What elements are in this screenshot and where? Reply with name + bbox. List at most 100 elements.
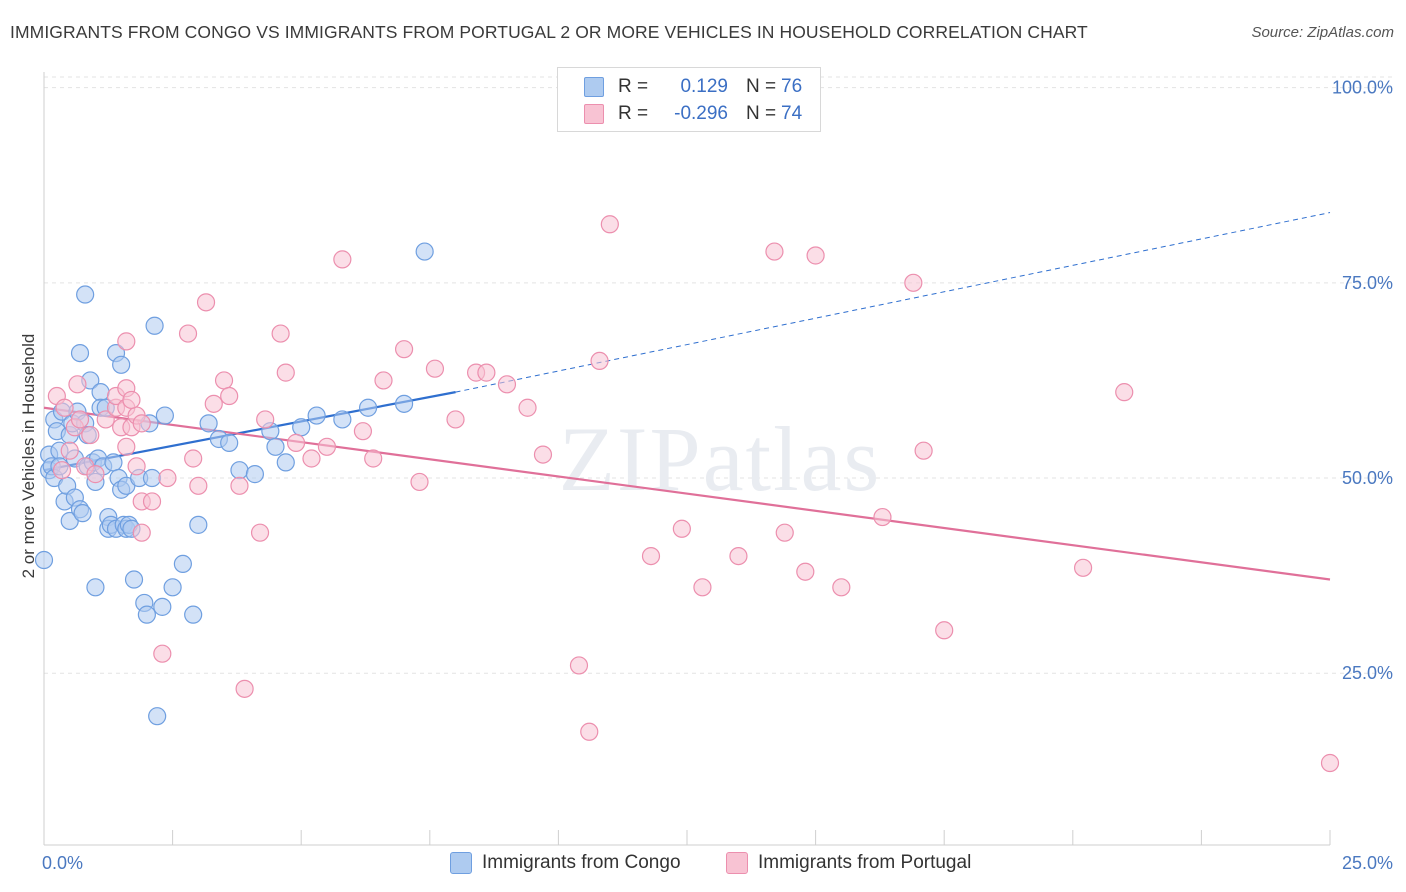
data-point — [127, 457, 146, 476]
data-point — [117, 437, 136, 456]
legend-r-label: R = — [618, 76, 649, 97]
data-point — [235, 679, 254, 698]
scatter-points — [34, 215, 1340, 773]
data-point — [189, 476, 208, 495]
data-point — [410, 472, 429, 492]
data-point — [765, 242, 784, 261]
legend-swatch-portugal — [584, 104, 604, 124]
data-point — [132, 414, 151, 433]
data-point — [86, 465, 105, 484]
data-point — [1320, 753, 1340, 773]
data-point — [220, 433, 239, 452]
trend-extension-0 — [455, 212, 1331, 393]
legend-swatch-congo — [584, 77, 604, 97]
data-point — [358, 398, 378, 417]
data-point — [178, 324, 198, 343]
data-point — [477, 363, 496, 382]
data-point — [204, 394, 223, 413]
data-point — [317, 437, 337, 456]
data-point — [132, 523, 151, 542]
data-point — [333, 410, 352, 429]
data-point — [137, 605, 156, 624]
x-tick-marks — [43, 830, 1331, 845]
x-tick-labels: 0.0% 25.0% — [42, 853, 1393, 873]
data-point — [256, 410, 275, 429]
data-point — [394, 394, 414, 413]
series-legend-congo[interactable]: Immigrants from Congo — [450, 852, 681, 874]
data-point — [70, 343, 90, 363]
data-point — [353, 422, 373, 441]
data-point — [173, 554, 192, 574]
data-point — [693, 578, 712, 597]
y-tick-labels: 100.0% 75.0% 50.0% 25.0% — [1332, 78, 1393, 684]
data-point — [1073, 558, 1093, 577]
data-point — [533, 445, 553, 464]
data-point — [104, 453, 123, 472]
legend-n-value: 74 — [781, 103, 803, 124]
trend-line-1 — [43, 406, 1331, 581]
data-point — [307, 406, 326, 425]
data-point — [70, 410, 90, 429]
data-point — [124, 570, 144, 589]
data-point — [122, 390, 141, 410]
series-name-congo: Immigrants from Congo — [482, 852, 681, 873]
legend-r-label: R = — [618, 103, 649, 124]
data-point — [199, 414, 218, 433]
data-point — [904, 273, 923, 292]
data-point — [142, 492, 162, 511]
legend-n-value: 76 — [781, 76, 803, 97]
data-point — [641, 547, 661, 566]
x-tick-label: 25.0% — [1342, 853, 1393, 873]
data-point — [96, 410, 115, 429]
y-tick-label: 25.0% — [1342, 663, 1393, 683]
source-label: Source: ZipAtlas.com — [1251, 24, 1394, 41]
data-point — [250, 523, 270, 542]
data-point — [832, 578, 851, 597]
data-point — [873, 507, 892, 527]
data-point — [220, 386, 239, 406]
data-point — [796, 562, 815, 581]
data-point — [148, 707, 167, 726]
grid-lines — [44, 76, 1395, 674]
data-point — [394, 340, 414, 359]
data-point — [68, 375, 87, 394]
chart-title: IMMIGRANTS FROM CONGO VS IMMIGRANTS FROM… — [10, 22, 1088, 42]
series-legend-portugal[interactable]: Immigrants from Portugal — [726, 852, 971, 874]
data-point — [34, 550, 54, 570]
data-point — [189, 515, 208, 534]
data-point — [935, 621, 954, 640]
data-point — [60, 441, 79, 460]
data-point — [117, 332, 136, 351]
legend-row-congo: R = 0.129 N = 76 — [584, 75, 802, 99]
data-point — [333, 250, 352, 269]
data-point — [276, 363, 295, 382]
legend-r-value: -0.296 — [674, 103, 728, 124]
data-point — [184, 605, 203, 624]
data-point — [590, 351, 609, 370]
data-point — [446, 410, 465, 429]
data-point — [914, 441, 933, 460]
series-name-portugal: Immigrants from Portugal — [758, 852, 972, 873]
data-point — [286, 433, 306, 452]
watermark: ZIPatlas — [559, 408, 882, 510]
data-point — [145, 316, 164, 335]
y-tick-label: 75.0% — [1342, 273, 1393, 293]
data-point — [91, 383, 110, 402]
y-tick-label: 100.0% — [1332, 78, 1393, 98]
data-point — [364, 449, 383, 468]
series-points-1 — [47, 215, 1340, 773]
data-point — [230, 461, 249, 480]
data-point — [230, 476, 249, 495]
data-point — [292, 418, 311, 437]
legend-r-value: 0.129 — [680, 76, 728, 97]
data-point — [86, 578, 105, 597]
data-point — [806, 246, 825, 265]
legend-row-portugal: R = -0.296 N = 74 — [584, 102, 802, 126]
y-axis-label: 2 or more Vehicles in Household — [19, 334, 38, 579]
series-legend: Immigrants from Congo Immigrants from Po… — [0, 852, 1406, 878]
legend-n-label: N = — [746, 76, 777, 97]
legend-n-label: N = — [746, 103, 777, 124]
data-point — [1115, 383, 1134, 402]
data-point — [374, 371, 393, 390]
data-point — [81, 425, 100, 445]
